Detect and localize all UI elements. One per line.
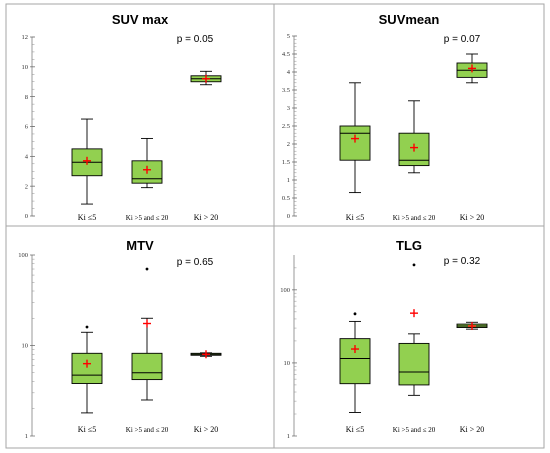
outlier-point bbox=[145, 267, 149, 271]
box-3: Ki > 20 bbox=[190, 350, 222, 434]
box-2: Ki >5 and ≤ 20 bbox=[126, 137, 169, 222]
p-value-annotation: p = 0.05 bbox=[177, 34, 214, 45]
y-tick-label: 1.5 bbox=[282, 159, 290, 166]
p-value-annotation: p = 0.32 bbox=[444, 256, 481, 267]
x-category-label: Ki ≤5 bbox=[78, 425, 96, 434]
x-category-label: Ki > 20 bbox=[460, 213, 485, 222]
chart-panel-4: TLG p = 0.32 1 10 100 Ki ≤5 Ki >5 and ≤ 20 Ki >… bbox=[273, 225, 545, 449]
iqr-box bbox=[398, 342, 430, 386]
chart-title: MTV bbox=[126, 238, 154, 253]
box-3: Ki > 20 bbox=[190, 70, 222, 222]
y-tick-label: 1 bbox=[287, 177, 290, 184]
y-tick-label: 1 bbox=[287, 433, 290, 440]
iqr-box bbox=[339, 125, 371, 161]
iqr-box bbox=[71, 352, 103, 384]
y-tick-label: 4 bbox=[25, 154, 29, 161]
panel-frame bbox=[5, 225, 275, 449]
y-tick-label: 10 bbox=[284, 360, 291, 367]
outlier-point bbox=[85, 325, 89, 329]
panel-frame bbox=[273, 3, 545, 227]
p-value-annotation: p = 0.65 bbox=[177, 257, 214, 268]
y-tick-label: 3.5 bbox=[282, 87, 290, 94]
box-2: Ki >5 and ≤ 20 bbox=[393, 263, 436, 434]
iqr-box bbox=[131, 352, 163, 381]
x-category-label: Ki ≤5 bbox=[346, 425, 364, 434]
panel-frame bbox=[273, 225, 545, 449]
chart-title: SUVmean bbox=[379, 12, 440, 27]
y-tick-label: 100 bbox=[18, 252, 28, 259]
x-category-label: Ki >5 and ≤ 20 bbox=[126, 214, 169, 222]
y-tick-label: 5 bbox=[287, 33, 290, 40]
box-2: Ki >5 and ≤ 20 bbox=[393, 100, 436, 222]
y-tick-label: 2 bbox=[287, 141, 290, 148]
panel-frame bbox=[5, 3, 275, 227]
x-category-label: Ki >5 and ≤ 20 bbox=[393, 214, 436, 222]
chart-title: TLG bbox=[396, 238, 422, 253]
x-category-label: Ki >5 and ≤ 20 bbox=[393, 426, 436, 434]
y-tick-label: 0.5 bbox=[282, 195, 290, 202]
y-tick-label: 6 bbox=[25, 124, 29, 131]
box-1: Ki ≤5 bbox=[71, 325, 103, 434]
box-3: Ki > 20 bbox=[456, 53, 488, 222]
outlier-point bbox=[412, 263, 416, 267]
p-value-annotation: p = 0.07 bbox=[444, 34, 481, 45]
chart-title: SUV max bbox=[112, 12, 169, 27]
y-tick-label: 4 bbox=[287, 69, 291, 76]
chart-panel-3: MTV p = 0.65 1 10 100 Ki ≤5 Ki >5 and ≤ 20 Ki >… bbox=[5, 225, 275, 449]
y-tick-label: 12 bbox=[22, 34, 29, 41]
y-tick-label: 2.5 bbox=[282, 123, 290, 130]
x-category-label: Ki ≤5 bbox=[346, 213, 364, 222]
box-1: Ki ≤5 bbox=[339, 312, 371, 434]
x-category-label: Ki > 20 bbox=[460, 425, 485, 434]
chart-panel-1: SUV max p = 0.05 0 2 4 6 8 10 12 Ki ≤5 Ki >5 and ≤… bbox=[5, 3, 275, 227]
y-tick-label: 0 bbox=[25, 213, 28, 220]
y-tick-label: 10 bbox=[22, 343, 29, 350]
y-tick-label: 3 bbox=[287, 105, 290, 112]
outlier-point bbox=[353, 312, 357, 316]
x-category-label: Ki > 20 bbox=[194, 213, 219, 222]
y-tick-label: 0 bbox=[287, 213, 290, 220]
x-category-label: Ki >5 and ≤ 20 bbox=[126, 426, 169, 434]
y-tick-label: 8 bbox=[25, 94, 28, 101]
y-tick-label: 4.5 bbox=[282, 51, 290, 58]
box-1: Ki ≤5 bbox=[71, 118, 103, 222]
chart-panel-2: SUVmean p = 0.07 0 0.5 1 1.5 2 2.5 3 3.5 4 4.5 5 Ki ≤… bbox=[273, 3, 545, 227]
x-category-label: Ki > 20 bbox=[194, 425, 219, 434]
y-tick-label: 100 bbox=[280, 287, 290, 294]
y-tick-label: 1 bbox=[25, 433, 28, 440]
box-3: Ki > 20 bbox=[456, 321, 488, 434]
y-tick-label: 2 bbox=[25, 183, 28, 190]
box-1: Ki ≤5 bbox=[339, 82, 371, 222]
x-category-label: Ki ≤5 bbox=[78, 213, 96, 222]
box-2: Ki >5 and ≤ 20 bbox=[126, 267, 169, 434]
y-tick-label: 10 bbox=[22, 64, 29, 71]
